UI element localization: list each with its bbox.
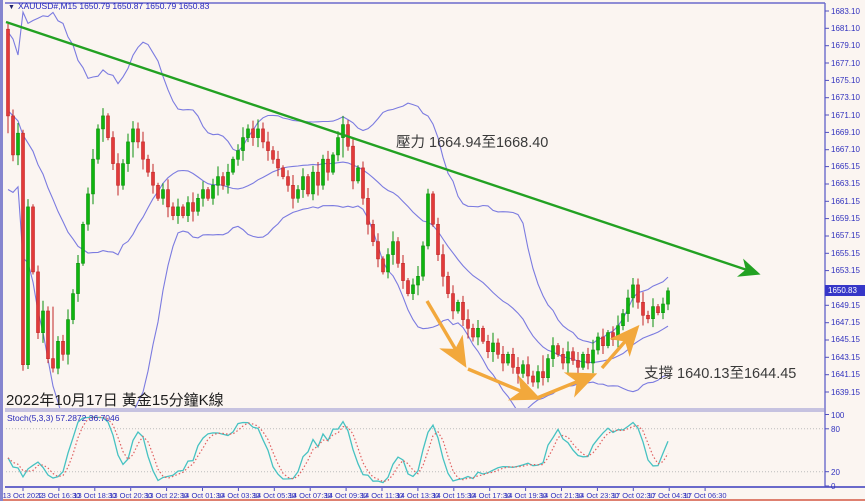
price-axis-label: 1653.15: [831, 266, 860, 276]
price-axis-label: 1657.15: [831, 231, 860, 241]
time-axis-label: 13 Oct 22:30: [145, 491, 189, 500]
time-axis-label: 14 Oct 19:30: [504, 491, 548, 500]
time-axis-label: 13 Oct 20:30: [109, 491, 153, 500]
price-axis-label: 1669.10: [831, 127, 860, 137]
current-price-tag: 1650.83: [825, 285, 865, 297]
stoch-axis-label: 0: [831, 482, 836, 491]
time-axis-label: 13 Oct 2022: [2, 491, 44, 500]
stoch-level-lines: [6, 428, 824, 473]
stoch-axis-label: 20: [831, 467, 840, 477]
price-axis-label: 1683.10: [831, 6, 860, 16]
price-axis-label: 1681.10: [831, 23, 860, 33]
price-axis-label: 1667.10: [831, 145, 860, 155]
price-axis-label: 1645.15: [831, 335, 860, 345]
price-axis-label: 1663.15: [831, 179, 860, 189]
support-path-arrows[interactable]: [425, 300, 640, 401]
time-axis-label: 14 Oct 07:30: [288, 491, 332, 500]
price-axis-label: 1677.10: [831, 58, 860, 68]
chart-title-annotation: 2022年10月17日 黃金15分鐘K線: [6, 392, 224, 409]
bollinger-bands: [7, 10, 669, 408]
stochastic-indicator-label: Stoch(5,3,3) 57.2872 36.7046: [7, 413, 120, 423]
time-axis-label: 13 Oct 16:30: [37, 491, 81, 500]
time-axis-label: 17 Oct 02:30: [611, 491, 655, 500]
downtrend-line-arrow[interactable]: [5, 20, 761, 277]
time-axis-label: 17 Oct 04:30: [647, 491, 691, 500]
price-axis-label: 1671.10: [831, 110, 860, 120]
price-axis-label: 1665.15: [831, 162, 860, 172]
time-axis-label: 14 Oct 09:30: [324, 491, 368, 500]
time-axis-label: 14 Oct 01:30: [181, 491, 224, 500]
chevron-down-icon[interactable]: ▼: [8, 4, 15, 11]
price-axis-label: 1675.10: [831, 75, 860, 85]
time-axis-label: 13 Oct 18:30: [73, 491, 117, 500]
time-axis-label: 14 Oct 11:30: [360, 491, 404, 500]
price-axis-label: 1647.15: [831, 318, 860, 328]
candlestick-chart[interactable]: [3, 0, 865, 501]
price-axis-label: 1643.15: [831, 352, 860, 362]
time-axis-label: 14 Oct 17:30: [468, 491, 512, 500]
price-axis-label: 1661.15: [831, 196, 860, 206]
axis-ticks: [22, 10, 829, 491]
price-axis-label: 1659.15: [831, 214, 860, 224]
price-axis-label: 1673.10: [831, 93, 860, 103]
resistance-annotation: 壓力 1664.94至1668.40: [396, 135, 549, 151]
symbol-info-bar[interactable]: ▼ XAUUSD#,M15 1650.79 1650.87 1650.79 165…: [8, 1, 209, 11]
pane-frame: [5, 2, 865, 488]
price-axis-label: 1639.15: [831, 387, 860, 397]
time-axis-label: 14 Oct 15:30: [432, 491, 476, 500]
window-bottom-edge: [3, 499, 865, 501]
time-axis-label: 14 Oct 05:30: [252, 491, 296, 500]
time-axis-label: 14 Oct 23:30: [575, 491, 619, 500]
symbol-quote-text: XAUUSD#,M15 1650.79 1650.87 1650.79 1650…: [17, 1, 210, 11]
time-axis-label: 14 Oct 21:30: [540, 491, 583, 500]
price-axis-label: 1655.15: [831, 248, 860, 258]
stoch-axis-label: 100: [831, 410, 845, 420]
price-axis-label: 1679.10: [831, 41, 860, 51]
price-axis-label: 1641.15: [831, 370, 860, 380]
time-axis-label: 17 Oct 06:30: [683, 491, 727, 500]
stochastic-indicator: [7, 416, 669, 484]
time-axis-label: 14 Oct 03:30: [216, 491, 260, 500]
stoch-axis-label: 80: [831, 424, 840, 434]
support-annotation: 支撐 1640.13至1644.45: [644, 366, 797, 382]
time-axis-label: 14 Oct 13:30: [396, 491, 440, 500]
price-axis-label: 1649.15: [831, 300, 860, 310]
